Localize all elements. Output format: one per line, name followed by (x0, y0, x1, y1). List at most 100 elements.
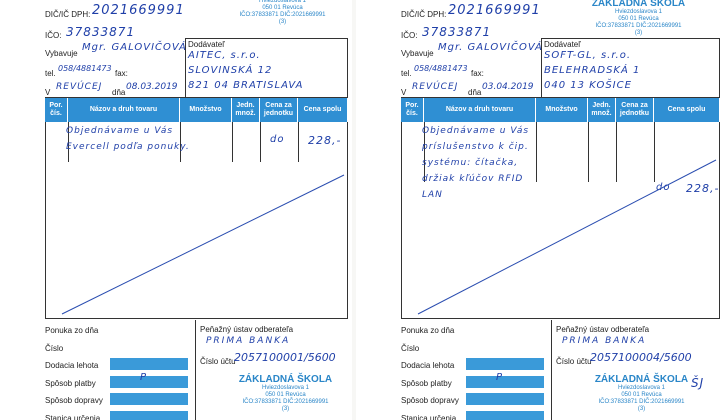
handwritten: Mgr. GALOVIČOVÁ (82, 42, 187, 53)
handwritten: 37833871 (422, 25, 492, 39)
label: Dodávateľ (544, 40, 581, 49)
label: dňa (112, 88, 126, 97)
label: Číslo účtu (200, 357, 236, 366)
label: Spôsob dopravy (401, 396, 459, 405)
handwritten: PRIMA BANKA (206, 336, 291, 346)
handwritten: do (656, 182, 671, 193)
column-rule (298, 122, 299, 162)
label: Číslo účtu (556, 357, 592, 366)
stamp-line: 050 01 Revúca (621, 392, 662, 398)
handwritten: 03.04.2019 (482, 82, 534, 92)
header-stamp: ZÁKLADNÁ ŠKOLA Hviezdoslavova 1 050 01 Rev… (581, 0, 696, 37)
label: Vybavuje (401, 49, 434, 58)
column-rule (68, 122, 69, 162)
column-header: Množstvo (536, 98, 588, 122)
column-header: Cena spolu (654, 98, 720, 122)
column-rule (232, 122, 233, 162)
label: Dodávateľ (188, 40, 225, 49)
handwritten: Objednávame u Vás (422, 126, 530, 136)
handwritten: 058/4881473 (414, 64, 468, 73)
handwritten: 2057100001/5600 (234, 351, 336, 364)
handwritten: LAN (422, 190, 443, 200)
column-rule (180, 122, 181, 162)
stamp-line: 050 01 Revúca (262, 5, 303, 11)
handwritten: 228,- (308, 134, 342, 147)
column-header: Por. čís. (401, 98, 424, 122)
handwritten: 2057100004/5600 (590, 351, 692, 364)
label: Peňažný ústav odberateľa (200, 325, 294, 334)
label: Peňažný ústav odberateľa (556, 325, 650, 334)
handwritten: 228,- (686, 182, 720, 195)
stamp-line: ZÁKLADNÁ ŠKOLA (591, 0, 686, 9)
column-header: Jedn. množ. (588, 98, 616, 122)
order-form: Hviezdoslavova 1 050 01 Revúca IČO:3783387… (0, 0, 352, 420)
column-rule (654, 122, 655, 182)
label: DIČ/IČ DPH: (401, 10, 447, 19)
handwritten: príslušenstvo k čip. (422, 142, 529, 152)
stamp-line: 050 01 Revúca (265, 392, 306, 398)
stamp-line: (3) (634, 30, 643, 36)
field (466, 393, 544, 405)
footer-divider (195, 320, 196, 420)
column-rule (260, 122, 261, 162)
handwritten: 2021669991 (448, 3, 541, 18)
order-form: ZÁKLADNÁ ŠKOLA Hviezdoslavova 1 050 01 Rev… (356, 0, 720, 420)
label: Číslo (401, 343, 420, 353)
column-header: Por. čís. (45, 98, 68, 122)
stamp-line: (3) (281, 406, 290, 412)
label: Spôsob platby (401, 378, 452, 388)
label: fax: (471, 69, 484, 78)
column-header: Cena spolu (298, 98, 348, 122)
header-stamp: Hviezdoslavova 1 050 01 Revúca IČO:3783387… (225, 0, 340, 26)
label: dňa (468, 88, 482, 97)
label: Spôsob dopravy (45, 396, 103, 405)
stamp-line: IČO:37833871 DIČ:2021669991 (595, 23, 682, 29)
field (110, 358, 188, 370)
field (110, 375, 188, 388)
stamp-line: (3) (278, 19, 287, 25)
column-header: Názov a druh tovaru (424, 98, 536, 122)
label: DIČ/IČ DPH: (45, 10, 91, 19)
column-rule (616, 122, 617, 182)
field (110, 393, 188, 405)
column-header: Cena za jednotku (260, 98, 298, 122)
field (466, 358, 544, 370)
signature: ŠJ (691, 376, 705, 390)
handwritten: 2021669991 (92, 3, 185, 18)
stamp-line: IČO:37833871 DIČ:2021669991 (242, 399, 329, 405)
handwritten: P (496, 372, 504, 383)
stamp-line: Hviezdoslavova 1 (258, 0, 307, 4)
items-table (45, 97, 348, 319)
handwritten: systému: čítačka, (422, 158, 519, 168)
stamp-line: Hviezdoslavova 1 (614, 9, 663, 15)
stamp-line: (3) (637, 406, 646, 412)
column-header: Názov a druh tovaru (68, 98, 180, 122)
label: Dodacia lehota (401, 361, 455, 370)
stamp-line: ZÁKLADNÁ ŠKOLA (594, 374, 689, 385)
label: Stanica určenia (45, 413, 101, 420)
label: V (401, 88, 407, 97)
column-rule (588, 122, 589, 182)
handwritten: PRIMA BANKA (562, 336, 647, 346)
handwritten: 821 04 BRATISLAVA (188, 80, 304, 91)
handwritten: Objednávame u Vás (66, 126, 174, 136)
handwritten: REVÚCEJ (56, 82, 103, 92)
handwritten: P (140, 372, 148, 383)
column-header: Cena za jednotku (616, 98, 654, 122)
handwritten: 040 13 KOŠICE (544, 80, 632, 91)
handwritten: 058/4881473 (58, 64, 112, 73)
stamp-line: 050 01 Revúca (618, 16, 659, 22)
field (466, 375, 544, 388)
column-header: Množstvo (180, 98, 232, 122)
handwritten: SOFT-GL, s.r.o. (544, 50, 631, 61)
field (110, 410, 188, 420)
label: tel. (401, 69, 412, 78)
label: Spôsob platby (45, 378, 96, 388)
label: Ponuka zo dňa (401, 326, 455, 335)
footer-divider (551, 320, 552, 420)
handwritten: 08.03.2019 (126, 82, 178, 92)
handwritten: Mgr. GALOVIČOVÁ (438, 42, 543, 53)
handwritten: BELEHRADSKÁ 1 (544, 65, 641, 76)
label: IČO: (45, 31, 62, 40)
